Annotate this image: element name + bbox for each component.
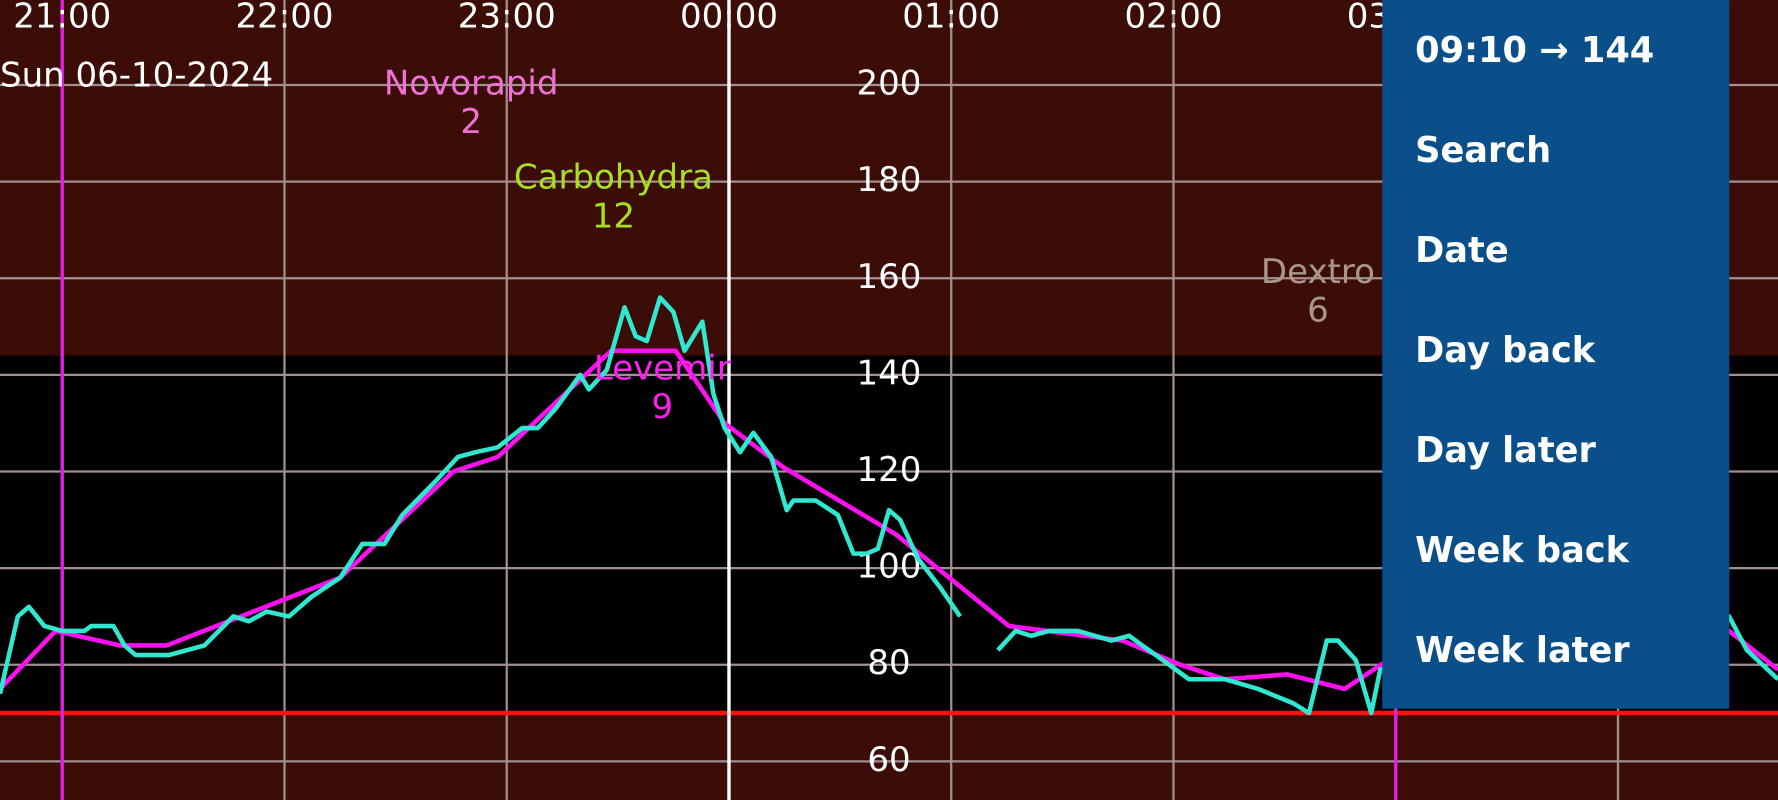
menu-item[interactable]: Week back <box>1415 530 1630 571</box>
y-tick-label: 80 <box>867 643 910 683</box>
annotation-value: 9 <box>651 387 673 427</box>
y-tick-label: 140 <box>857 353 922 393</box>
x-tick-label: 22:00 <box>235 0 333 37</box>
glucose-line <box>0 295 1778 716</box>
annotation-value: 2 <box>460 102 482 142</box>
menu-item[interactable]: Date <box>1415 230 1509 271</box>
chart-date: Sun 06-10-2024 <box>0 56 273 96</box>
menu-item[interactable]: Week later <box>1415 630 1630 671</box>
menu-item[interactable]: Day later <box>1415 430 1596 471</box>
y-tick-label: 60 <box>867 740 910 780</box>
menu-header: 09:10 → 144 <box>1415 30 1654 71</box>
annotation-value: 6 <box>1307 290 1329 330</box>
menu: 09:10 → 144 Search Date Day back Day later We… <box>1382 0 1730 709</box>
x-tick-label: 02:00 <box>1124 0 1222 37</box>
y-tick-label: 180 <box>857 160 922 200</box>
annotation-label: Dextro <box>1261 252 1375 292</box>
menu-item[interactable]: Day back <box>1415 330 1597 371</box>
x-tick-label: 23:00 <box>458 0 556 37</box>
x-tick-label: 01:00 <box>902 0 1000 37</box>
y-tick-label: 160 <box>857 257 922 297</box>
y-tick-label: 120 <box>857 450 922 490</box>
annotation-label: Levemir <box>594 349 731 389</box>
menu-panel <box>1382 0 1730 709</box>
x-tick-label: 21:00 <box>13 0 111 37</box>
x-tick-label: 00:00 <box>680 0 778 37</box>
annotation-label: Novorapid <box>384 64 559 104</box>
y-tick-label: 200 <box>857 64 922 104</box>
menu-item[interactable]: Search <box>1415 130 1551 171</box>
annotation-value: 12 <box>592 196 635 236</box>
annotation-label: Carbohydra <box>514 158 713 198</box>
